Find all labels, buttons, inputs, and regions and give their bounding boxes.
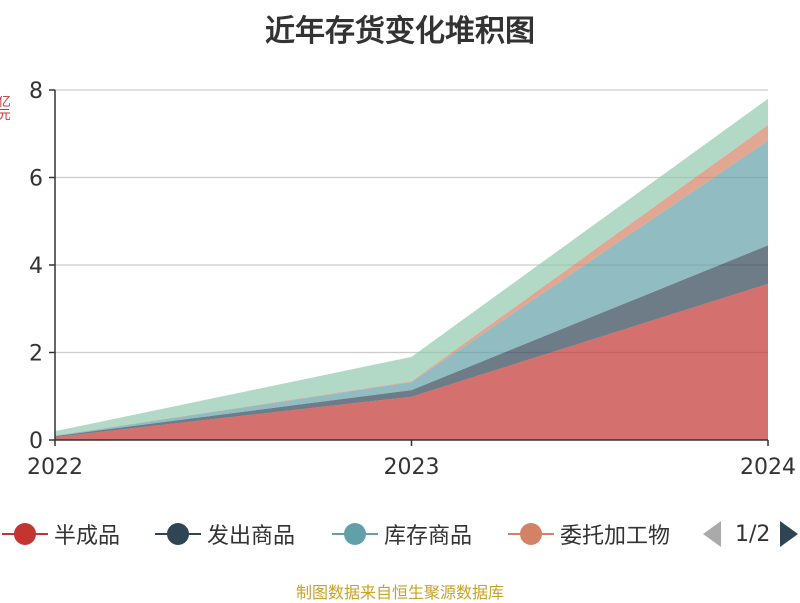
legend-item-2[interactable]: 库存商品 <box>332 516 472 552</box>
y-tick-label-4: 8 <box>29 79 43 104</box>
legend-prev-page-icon[interactable] <box>703 521 721 547</box>
legend-label-1: 发出商品 <box>207 524 296 549</box>
y-tick-label-0: 0 <box>29 429 43 454</box>
tick-labels: 0 2 4 6 8 2022 2023 2024 <box>27 79 796 480</box>
legend-item-3[interactable]: 委托加工物 <box>508 516 670 552</box>
legend-swatch-2 <box>332 516 378 552</box>
legend-pager: 1/2 <box>700 516 799 552</box>
y-tick-label-1: 2 <box>29 342 43 367</box>
data-source-note: 制图数据来自恒生聚源数据库 <box>295 583 504 602</box>
chart-title: 近年存货变化堆积图 <box>265 14 535 49</box>
area-series <box>55 98 768 440</box>
stacked-area-chart: 0 2 4 6 8 2022 2023 2024 <box>27 79 796 480</box>
legend-swatch-1 <box>155 516 201 552</box>
area-series-2[interactable] <box>55 140 768 437</box>
legend-item-1[interactable]: 发出商品 <box>155 516 295 552</box>
x-tick-label-2: 2024 <box>740 455 796 480</box>
legend-swatch-0 <box>2 516 48 552</box>
area-series-4[interactable] <box>55 98 768 436</box>
y-tick-label-3: 6 <box>29 167 43 192</box>
legend-page-indicator: 1/2 <box>735 521 771 547</box>
legend-next-page-icon[interactable] <box>780 521 799 547</box>
x-tick-label-1: 2023 <box>384 455 440 480</box>
legend: 半成品 发出商品 库存商品 委托加工物 1/2 <box>0 516 800 552</box>
y-axis-label: 亿元 <box>0 96 10 123</box>
axes <box>49 89 769 446</box>
legend-item-0[interactable]: 半成品 <box>2 516 120 552</box>
legend-swatch-3 <box>508 516 554 552</box>
legend-label-2: 库存商品 <box>384 524 473 549</box>
y-tick-label-2: 4 <box>29 254 43 279</box>
legend-label-3: 委托加工物 <box>560 524 671 549</box>
area-series-0[interactable] <box>55 283 768 440</box>
legend-label-0: 半成品 <box>54 524 121 549</box>
x-tick-label-0: 2022 <box>27 455 83 480</box>
